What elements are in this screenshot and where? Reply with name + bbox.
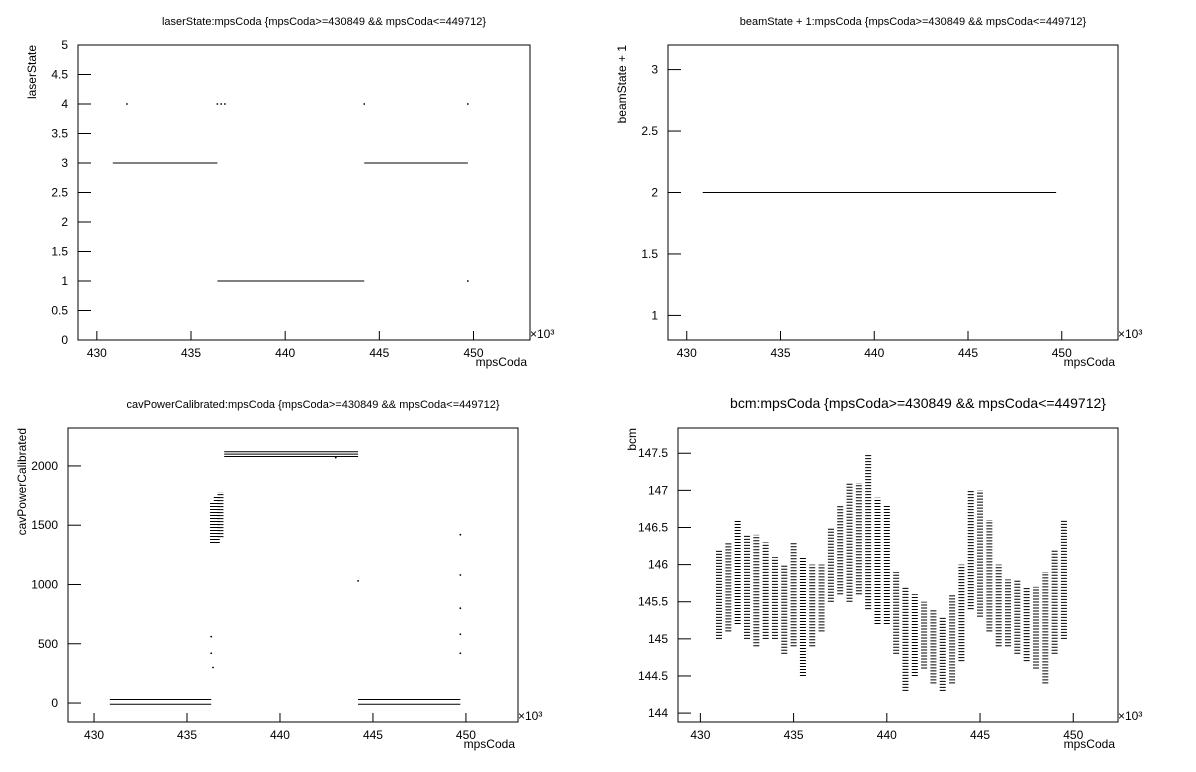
y-axis-label: cavPowerCalibrated bbox=[15, 428, 29, 535]
chart-title: cavPowerCalibrated:mpsCoda {mpsCoda>=430… bbox=[126, 399, 499, 411]
y-tick-label: 0.5 bbox=[51, 304, 68, 318]
y-tick-label: 3 bbox=[61, 156, 68, 170]
x-tick-label: 440 bbox=[270, 728, 290, 742]
data-point bbox=[210, 652, 213, 655]
x-tick-label: 430 bbox=[677, 346, 697, 360]
data-point bbox=[212, 666, 214, 669]
data-point bbox=[334, 456, 337, 459]
y-tick-label: 5 bbox=[61, 38, 68, 52]
y-tick-label: 2 bbox=[651, 186, 658, 200]
y-tick-label: 2.5 bbox=[641, 124, 658, 138]
x-tick-label: 430 bbox=[84, 728, 104, 742]
y-tick-label: 3.5 bbox=[51, 127, 68, 141]
y-tick-label: 1.5 bbox=[641, 247, 658, 261]
y-tick-label: 145.5 bbox=[638, 595, 668, 609]
y-tick-label: 146 bbox=[648, 558, 668, 572]
x-tick-label: 445 bbox=[363, 728, 383, 742]
x-axis-label: mpsCoda bbox=[1064, 355, 1116, 369]
y-tick-label: 144.5 bbox=[638, 669, 668, 683]
x-tick-label: 445 bbox=[958, 346, 978, 360]
data-point bbox=[459, 652, 462, 655]
plot-frame bbox=[677, 427, 1119, 723]
x-exponent: ×10³ bbox=[1118, 709, 1142, 723]
y-tick-label: 147.5 bbox=[638, 446, 668, 460]
y-tick-label: 1000 bbox=[31, 577, 58, 591]
y-tick-label: 1 bbox=[651, 308, 658, 322]
y-tick-label: 146.5 bbox=[638, 520, 668, 534]
y-tick-label: 1500 bbox=[31, 518, 58, 532]
x-tick-label: 450 bbox=[1052, 346, 1072, 360]
x-tick-label: 435 bbox=[177, 728, 197, 742]
y-tick-label: 144 bbox=[648, 706, 668, 720]
data-point bbox=[459, 607, 462, 610]
x-tick-label: 430 bbox=[87, 346, 107, 360]
y-tick-label: 0 bbox=[61, 333, 68, 347]
data-point bbox=[459, 633, 462, 636]
chart-title: laserState:mpsCoda {mpsCoda>=430849 && m… bbox=[162, 16, 486, 28]
x-exponent: ×10³ bbox=[1118, 327, 1142, 341]
y-tick-label: 500 bbox=[38, 637, 58, 651]
data-point bbox=[224, 103, 226, 105]
plot-frame bbox=[77, 44, 531, 341]
data-point bbox=[363, 103, 366, 105]
y-tick-label: 4.5 bbox=[51, 68, 68, 82]
x-tick-label: 435 bbox=[784, 728, 804, 742]
data-point bbox=[210, 635, 213, 638]
x-tick-label: 445 bbox=[970, 728, 990, 742]
chart-title: bcm:mpsCoda {mpsCoda>=430849 && mpsCoda<… bbox=[730, 395, 1106, 411]
x-tick-label: 440 bbox=[275, 346, 295, 360]
y-tick-label: 0 bbox=[51, 696, 58, 710]
y-tick-label: 3 bbox=[651, 63, 658, 77]
y-axis-label: bcm bbox=[625, 428, 639, 451]
x-axis-label: mpsCoda bbox=[1064, 737, 1116, 751]
x-tick-label: 450 bbox=[463, 346, 483, 360]
y-tick-label: 1 bbox=[61, 274, 68, 288]
y-tick-label: 2.5 bbox=[51, 186, 68, 200]
y-tick-label: 147 bbox=[648, 483, 668, 497]
x-exponent: ×10³ bbox=[530, 327, 554, 341]
x-axis-label: mpsCoda bbox=[476, 355, 528, 369]
data-point bbox=[466, 280, 469, 282]
x-tick-label: 435 bbox=[181, 346, 201, 360]
x-tick-label: 435 bbox=[770, 346, 790, 360]
y-tick-label: 4 bbox=[61, 97, 68, 111]
data-point bbox=[459, 574, 462, 576]
x-exponent: ×10³ bbox=[518, 709, 542, 723]
x-tick-label: 430 bbox=[690, 728, 710, 742]
x-tick-label: 450 bbox=[456, 728, 476, 742]
x-axis-label: mpsCoda bbox=[464, 737, 516, 751]
data-point bbox=[216, 103, 219, 105]
data-point bbox=[466, 103, 469, 105]
data-point bbox=[220, 103, 223, 105]
data-point bbox=[459, 533, 462, 536]
x-tick-label: 450 bbox=[1063, 728, 1083, 742]
y-tick-label: 145 bbox=[648, 632, 668, 646]
y-axis-label: laserState bbox=[25, 45, 39, 99]
y-tick-label: 2000 bbox=[31, 459, 58, 473]
data-point bbox=[357, 580, 359, 582]
x-tick-label: 440 bbox=[864, 346, 884, 360]
x-tick-label: 445 bbox=[369, 346, 389, 360]
plot-frame bbox=[67, 427, 519, 723]
y-tick-label: 1.5 bbox=[51, 245, 68, 259]
chart-title: beamState + 1:mpsCoda {mpsCoda>=430849 &… bbox=[740, 16, 1087, 28]
y-axis-label: beamState + 1 bbox=[615, 45, 629, 124]
x-tick-label: 440 bbox=[877, 728, 897, 742]
data-point bbox=[126, 103, 128, 105]
y-tick-label: 2 bbox=[61, 215, 68, 229]
